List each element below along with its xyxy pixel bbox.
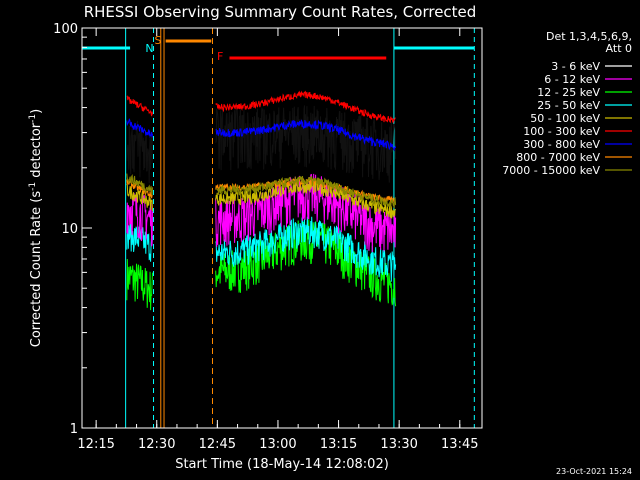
legend-title: Det 1,3,4,5,6,9, [546, 30, 632, 43]
y-tick-label: 1 [70, 422, 78, 437]
series-line [126, 120, 153, 184]
y-tick-label: 10 [61, 222, 78, 237]
x-tick-label: 13:30 [380, 437, 417, 452]
legend-label: 300 - 800 keV [523, 138, 600, 151]
series-line [215, 119, 397, 152]
flare-marker: F [217, 50, 223, 63]
legend-label: 50 - 100 keV [530, 112, 600, 125]
legend-label: 25 - 50 keV [537, 99, 600, 112]
series-line [215, 216, 397, 282]
y-axis-label: Corrected Count Rate (s-1 detector-1) [28, 109, 44, 347]
x-axis-label: Start Time (18-May-14 12:08:02) [175, 457, 389, 472]
legend-label: 7000 - 15000 keV [502, 164, 600, 177]
series-line [215, 90, 396, 124]
series-line [126, 95, 153, 117]
night-marker: N [145, 42, 153, 55]
series-line [126, 183, 153, 212]
x-tick-label: 13:45 [441, 437, 478, 452]
series-line [126, 258, 153, 311]
series-line [126, 118, 153, 139]
chart-title: RHESSI Observing Summary Count Rates, Co… [84, 3, 477, 21]
series-line [215, 219, 397, 307]
y-axis: 1 10 100 [53, 22, 92, 437]
x-tick-label: 13:15 [320, 437, 357, 452]
series-line [215, 179, 397, 219]
series-line [215, 175, 397, 209]
legend-label: 12 - 25 keV [537, 86, 600, 99]
y-tick-label: 100 [53, 22, 78, 37]
series-line [215, 105, 397, 183]
series-line [126, 173, 153, 197]
x-tick-label: 12:30 [138, 437, 175, 452]
legend-subtitle: Att 0 [606, 42, 632, 55]
legend-label: 100 - 300 keV [523, 125, 600, 138]
legend-label: 6 - 12 keV [544, 73, 600, 86]
footer-date: 23-Oct-2021 15:24 [556, 467, 632, 476]
saa-marker: S [154, 34, 161, 47]
x-axis: 12:15 12:30 12:45 13:00 13:15 13:30 13:45 [77, 28, 479, 452]
legend-label: 3 - 6 keV [551, 60, 600, 73]
series-line [215, 173, 397, 253]
x-tick-label: 12:45 [199, 437, 236, 452]
x-tick-label: 12:15 [77, 437, 114, 452]
legend-label: 800 - 7000 keV [516, 151, 600, 164]
series-line [126, 192, 153, 247]
x-tick-label: 13:00 [259, 437, 296, 452]
plot-area: NS F [82, 28, 475, 428]
